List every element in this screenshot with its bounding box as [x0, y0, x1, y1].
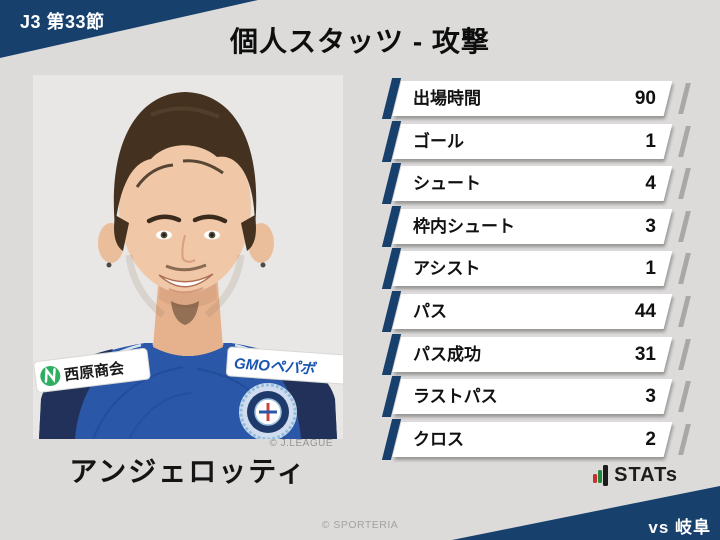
stat-label: シュート	[413, 174, 481, 194]
stat-value: 1	[645, 258, 656, 280]
row-slash-mark	[678, 125, 691, 157]
player-photo-illustration: 西原商会 GMOペパボ	[33, 75, 343, 439]
stat-label: クロス	[413, 429, 464, 449]
stat-value: 4	[645, 173, 656, 195]
row-slash-mark	[678, 168, 691, 200]
sponsor-right-text: GMOペパボ	[233, 355, 318, 378]
stat-row-goals: ゴール 1	[381, 120, 691, 162]
stat-row-assists: アシスト 1	[381, 248, 691, 290]
opponent-label: vs 岐阜	[648, 518, 711, 537]
row-slash-mark	[678, 83, 691, 114]
stat-row-key-passes: ラストパス 3	[381, 376, 691, 418]
stat-label: パス	[413, 301, 447, 321]
row-slash-mark	[678, 423, 691, 455]
earring-right	[260, 262, 266, 268]
site-credit: © SPORTERIA	[321, 519, 399, 531]
nose	[181, 234, 196, 263]
eye-right	[204, 230, 220, 240]
row-slash-mark	[678, 295, 691, 327]
stat-row-crosses: クロス 2	[381, 418, 691, 460]
player-photo: 西原商会 GMOペパボ	[33, 75, 343, 439]
bar-chart-icon	[593, 465, 609, 486]
stat-value: 31	[634, 343, 656, 365]
goatee	[171, 301, 199, 325]
stat-row-shots: シュート 4	[381, 163, 691, 205]
photo-credit: © J.LEAGUE	[269, 438, 333, 449]
stat-label: ゴール	[413, 131, 464, 151]
earring-left	[106, 262, 112, 268]
stat-row-passes-completed: パス成功 31	[381, 333, 691, 375]
stat-value: 90	[634, 88, 656, 109]
page-title: 個人スタッツ - 攻撃	[230, 26, 490, 57]
stats-list: 出場時間 90 ゴール 1 シュート 4 枠内シュート 3	[381, 78, 691, 464]
stat-value: 3	[645, 215, 656, 237]
row-slash-mark	[678, 381, 691, 413]
stat-value: 1	[645, 130, 656, 152]
stat-row-passes: パス 44	[381, 290, 691, 332]
mustache	[165, 263, 207, 272]
stats-logo: STATs	[593, 465, 678, 486]
hair	[113, 92, 257, 251]
stat-label: アシスト	[413, 259, 481, 279]
stat-label: パス成功	[413, 344, 481, 364]
stat-value: 2	[645, 428, 656, 450]
eyebrow-right	[192, 214, 228, 224]
sponsor-patch-right: GMOペパボ	[225, 346, 343, 385]
stat-value: 44	[634, 300, 656, 322]
row-slash-mark	[678, 253, 691, 285]
round-label: J3 第33節	[20, 12, 105, 32]
stat-row-playtime: 出場時間 90	[381, 78, 691, 119]
row-slash-mark	[678, 210, 691, 242]
stat-label: 出場時間	[413, 89, 481, 108]
eyebrow-left	[146, 214, 182, 224]
club-crest	[239, 383, 297, 439]
stat-label: ラストパス	[413, 387, 498, 407]
smile	[158, 273, 214, 288]
face	[119, 121, 251, 325]
row-slash-mark	[678, 338, 691, 370]
stats-logo-text: STATs	[614, 464, 678, 486]
sponsor-patch-left: 西原商会	[33, 348, 151, 393]
stat-label: 枠内シュート	[413, 216, 515, 236]
player-name: アンジェロッティ	[69, 456, 307, 487]
stat-value: 3	[645, 386, 656, 408]
eye-left	[156, 230, 172, 240]
stat-row-shots-on-target: 枠内シュート 3	[381, 205, 691, 247]
